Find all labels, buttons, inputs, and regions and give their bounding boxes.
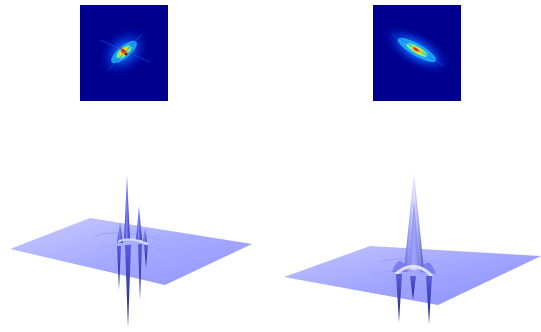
left-surface-plot [10,175,252,328]
left-heatmap [80,5,168,101]
right-heatmap [373,5,461,101]
right-surface-plot [284,173,541,324]
